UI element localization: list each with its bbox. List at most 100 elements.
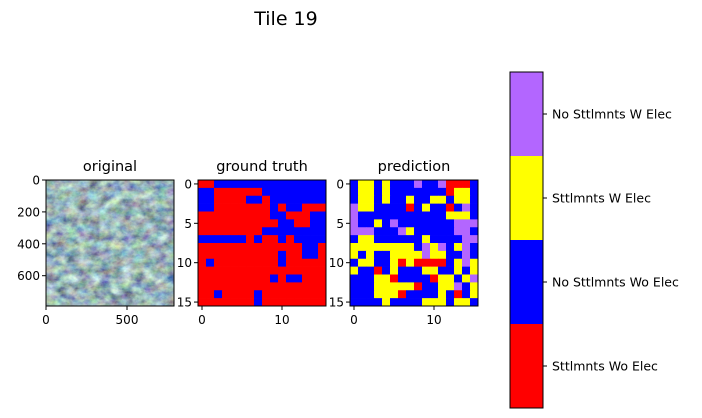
heatmap-cell — [310, 219, 319, 228]
heatmap-cell — [246, 258, 255, 267]
heatmap-cell — [414, 211, 423, 220]
heatmap-cell — [350, 298, 359, 307]
heatmap-cell — [318, 298, 327, 307]
heatmap-cell — [278, 243, 287, 252]
heatmap-cell — [446, 266, 455, 275]
heatmap-cell — [230, 180, 239, 189]
heatmap-cell — [398, 211, 407, 220]
heatmap-cell — [270, 298, 279, 307]
heatmap-cell — [382, 243, 391, 252]
heatmap-cell — [390, 298, 399, 307]
heatmap-cell — [198, 243, 207, 252]
heatmap-cell — [302, 203, 311, 212]
heatmap-cell — [278, 195, 287, 204]
legend-label: Sttlmnts Wo Elec — [552, 359, 658, 374]
heatmap-cell — [398, 227, 407, 236]
heatmap-cell — [406, 274, 415, 283]
heatmap-cell — [222, 235, 231, 244]
heatmap-cell — [406, 219, 415, 228]
heatmap-cell — [286, 298, 295, 307]
heatmap-cell — [398, 258, 407, 267]
axes-frame — [197, 179, 327, 307]
heatmap-cell — [246, 219, 255, 228]
heatmap-cell — [454, 180, 463, 189]
heatmap-cell — [454, 187, 463, 197]
heatmap-cell — [198, 274, 207, 283]
legend-frame — [509, 71, 544, 409]
heatmap-cell — [262, 282, 271, 291]
heatmap-cell — [358, 266, 367, 275]
heatmap-cell — [430, 195, 439, 204]
heatmap-cell — [382, 219, 391, 228]
heatmap-cell — [374, 227, 383, 236]
heatmap-cell — [462, 211, 471, 220]
heatmap-cell — [238, 180, 247, 189]
heatmap-cell — [462, 258, 471, 267]
heatmap-cell — [318, 187, 327, 197]
heatmap-cell — [278, 227, 287, 236]
heatmap-cell — [206, 219, 215, 228]
heatmap-cell — [270, 211, 279, 220]
heatmap-cell — [262, 195, 271, 204]
heatmap-cell — [302, 250, 311, 260]
heatmap-cell — [454, 203, 463, 212]
heatmap-cell — [374, 290, 383, 299]
legend-swatch — [510, 240, 543, 324]
heatmap-cell — [198, 211, 207, 220]
heatmap-cell — [270, 290, 279, 299]
heatmap-cell — [350, 219, 359, 228]
heatmap-cell — [350, 282, 359, 291]
heatmap-cell — [294, 211, 303, 220]
heatmap-cell — [470, 227, 479, 236]
heatmap-cell — [310, 250, 319, 260]
heatmap-cell — [470, 180, 479, 189]
heatmap-cell — [294, 180, 303, 189]
heatmap-cell — [470, 235, 479, 244]
heatmap-cell — [278, 180, 287, 189]
heatmap-cell — [422, 219, 431, 228]
heatmap-cell — [358, 290, 367, 299]
heatmap-cell — [470, 298, 479, 307]
heatmap-cell — [294, 250, 303, 260]
heatmap-cell — [222, 187, 231, 197]
heatmap-cell — [310, 227, 319, 236]
heatmap-cell — [374, 219, 383, 228]
heatmap-cell — [414, 243, 423, 252]
heatmap-cell — [398, 187, 407, 197]
heatmap-cell — [246, 250, 255, 260]
heatmap-cell — [366, 250, 375, 260]
heatmap-cell — [398, 282, 407, 291]
heatmap-cell — [462, 290, 471, 299]
heatmap-cell — [446, 227, 455, 236]
heatmap-cell — [398, 274, 407, 283]
heatmap-cell — [318, 258, 327, 267]
heatmap-cell — [278, 258, 287, 267]
heatmap-cell — [414, 282, 423, 291]
axes-frame — [349, 179, 479, 307]
heatmap-cell — [286, 211, 295, 220]
ground-truth-heatmap — [198, 180, 327, 307]
heatmap-cell — [438, 282, 447, 291]
heatmap-cell — [254, 250, 263, 260]
heatmap-cell — [414, 219, 423, 228]
heatmap-cell — [214, 250, 223, 260]
heatmap-cell — [446, 195, 455, 204]
heatmap-cell — [286, 180, 295, 189]
heatmap-cell — [366, 203, 375, 212]
heatmap-cell — [222, 298, 231, 307]
heatmap-cell — [310, 274, 319, 283]
heatmap-cell — [462, 266, 471, 275]
heatmap-cell — [262, 211, 271, 220]
heatmap-cell — [382, 227, 391, 236]
heatmap-cell — [238, 298, 247, 307]
heatmap-cell — [422, 298, 431, 307]
heatmap-cell — [222, 290, 231, 299]
heatmap-cell — [286, 282, 295, 291]
heatmap-cell — [310, 180, 319, 189]
heatmap-cell — [350, 211, 359, 220]
heatmap-cell — [350, 266, 359, 275]
heatmap-cell — [262, 243, 271, 252]
heatmap-cell — [302, 258, 311, 267]
heatmap-cell — [222, 219, 231, 228]
heatmap-cell — [454, 298, 463, 307]
